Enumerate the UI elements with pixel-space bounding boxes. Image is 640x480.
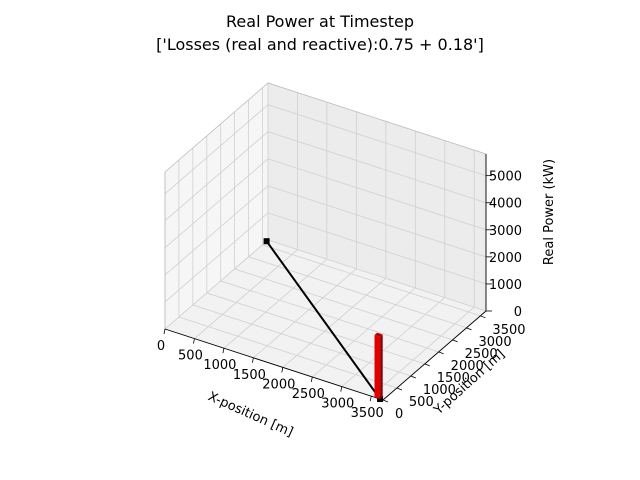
y-tick-mark bbox=[438, 351, 444, 355]
x-tick-mark bbox=[281, 367, 284, 373]
axes-grid bbox=[164, 82, 487, 401]
y-tick-mark bbox=[424, 363, 430, 367]
axes-panes bbox=[164, 81, 487, 401]
chart-marks bbox=[263, 238, 384, 403]
bar bbox=[374, 335, 381, 399]
z-tick-label: 5000 bbox=[489, 170, 522, 185]
grid-line bbox=[164, 131, 487, 222]
x-axis-label: X-position [m] bbox=[206, 389, 296, 440]
chart-subtitle: ['Losses (real and reactive):0.75 + 0.18… bbox=[156, 35, 484, 54]
bar-top bbox=[374, 332, 383, 337]
y-tick-label: 0 bbox=[395, 407, 403, 422]
y-tick-mark bbox=[466, 327, 472, 331]
y-tick-label: 3500 bbox=[492, 323, 525, 338]
x-tick-label: 3500 bbox=[351, 406, 384, 421]
pane-edge bbox=[164, 82, 487, 173]
x-tick-label: 1500 bbox=[233, 368, 266, 383]
node-marker bbox=[263, 238, 270, 245]
y-tick-label: 1000 bbox=[423, 383, 456, 398]
z-axis-label: Real Power (kW) bbox=[542, 159, 557, 265]
x-tick-mark bbox=[163, 328, 166, 335]
z-tick-label: 3000 bbox=[489, 224, 522, 239]
bar-side bbox=[380, 334, 383, 399]
y-tick-mark bbox=[480, 315, 486, 319]
y-tick-label: 3000 bbox=[479, 335, 512, 350]
y-tick-label: 2500 bbox=[465, 347, 498, 362]
y-tick-mark bbox=[452, 339, 458, 343]
connection-line bbox=[265, 240, 381, 400]
y-tick-mark bbox=[382, 399, 389, 403]
x-tick-mark bbox=[251, 357, 254, 363]
x-tick-mark bbox=[193, 338, 195, 344]
y-tick-mark bbox=[410, 375, 416, 379]
grid-line bbox=[164, 104, 487, 195]
x-tick-label: 1000 bbox=[203, 358, 236, 373]
grid-line bbox=[164, 212, 487, 303]
x-tick-label: 500 bbox=[178, 349, 203, 364]
y-tick-label: 500 bbox=[409, 395, 434, 410]
grid-line bbox=[164, 185, 487, 276]
grid-line bbox=[164, 158, 487, 249]
x-tick-label: 2000 bbox=[262, 377, 295, 392]
z-axis-ticks: 0 1000 2000 3000 4000 5000 bbox=[486, 170, 522, 320]
x-tick-mark bbox=[222, 348, 225, 354]
y-tick-label: 2000 bbox=[451, 359, 484, 374]
z-tick-label: 0 bbox=[514, 305, 522, 320]
x-tick-label: 0 bbox=[157, 339, 165, 354]
y-tick-mark bbox=[396, 387, 403, 391]
z-tick-label: 2000 bbox=[489, 251, 522, 266]
z-tick-label: 4000 bbox=[489, 197, 522, 212]
x-axis-line bbox=[164, 328, 384, 401]
x-tick-label: 3000 bbox=[321, 397, 354, 412]
x-tick-mark bbox=[340, 386, 343, 392]
node-marker bbox=[377, 396, 384, 403]
x-tick-mark bbox=[369, 396, 372, 402]
x-tick-mark bbox=[310, 376, 313, 383]
chart-title: Real Power at Timestep bbox=[226, 12, 414, 31]
y-axis-line bbox=[382, 310, 487, 401]
z-tick-label: 1000 bbox=[489, 278, 522, 293]
y-tick-label: 1500 bbox=[437, 371, 470, 386]
x-tick-label: 2500 bbox=[292, 387, 325, 402]
